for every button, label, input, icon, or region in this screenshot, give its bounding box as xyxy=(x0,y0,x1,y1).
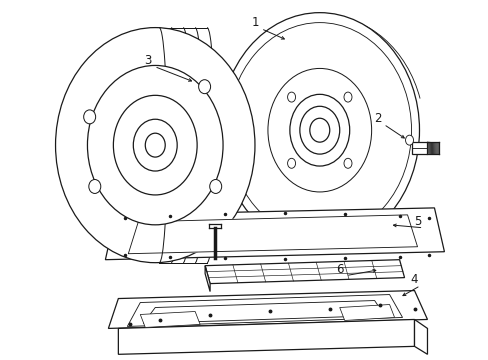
Ellipse shape xyxy=(289,94,349,166)
Polygon shape xyxy=(414,319,427,354)
Polygon shape xyxy=(128,215,417,254)
Ellipse shape xyxy=(299,106,339,154)
Polygon shape xyxy=(140,311,200,328)
Polygon shape xyxy=(411,142,427,154)
Ellipse shape xyxy=(209,180,221,193)
Text: 1: 1 xyxy=(251,16,258,29)
Ellipse shape xyxy=(405,135,413,145)
Polygon shape xyxy=(204,266,210,292)
Ellipse shape xyxy=(343,92,351,102)
Ellipse shape xyxy=(56,28,254,263)
Ellipse shape xyxy=(343,158,351,168)
Text: 5: 5 xyxy=(413,215,420,228)
Polygon shape xyxy=(204,260,404,284)
Ellipse shape xyxy=(198,80,210,94)
Ellipse shape xyxy=(89,180,101,193)
Ellipse shape xyxy=(87,66,223,225)
Ellipse shape xyxy=(287,158,295,168)
Text: 3: 3 xyxy=(144,54,152,67)
Text: 6: 6 xyxy=(335,263,343,276)
Text: 2: 2 xyxy=(373,112,381,125)
Polygon shape xyxy=(127,294,402,327)
Ellipse shape xyxy=(267,68,371,192)
Polygon shape xyxy=(339,305,394,320)
Text: 4: 4 xyxy=(410,273,417,286)
Polygon shape xyxy=(108,291,427,328)
Ellipse shape xyxy=(113,95,197,195)
Ellipse shape xyxy=(145,133,165,157)
Ellipse shape xyxy=(133,119,177,171)
Ellipse shape xyxy=(287,92,295,102)
Ellipse shape xyxy=(83,110,96,124)
Ellipse shape xyxy=(309,118,329,142)
Polygon shape xyxy=(105,208,444,260)
Ellipse shape xyxy=(220,13,419,248)
Polygon shape xyxy=(118,319,414,354)
Polygon shape xyxy=(143,301,384,323)
